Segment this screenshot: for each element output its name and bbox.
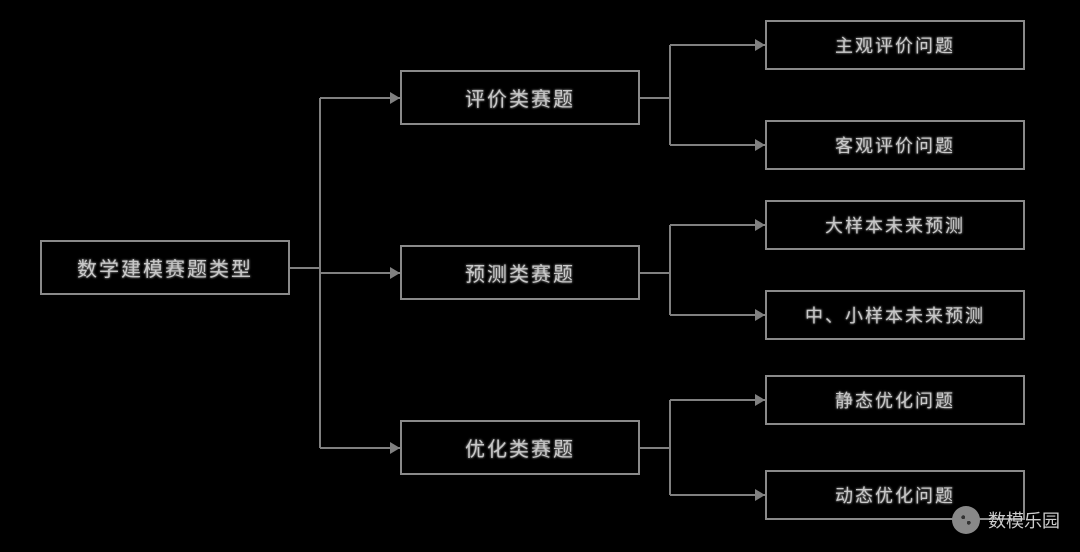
mid-label: 优化类赛题 (465, 433, 575, 462)
mid-label: 评价类赛题 (465, 83, 575, 112)
root-label: 数学建模赛题类型 (77, 253, 253, 282)
watermark: 数模乐园 (952, 506, 1060, 534)
leaf-node: 静态优化问题 (765, 375, 1025, 425)
leaf-label: 静态优化问题 (835, 387, 955, 413)
leaf-label: 客观评价问题 (835, 132, 955, 158)
mid-node-optimization: 优化类赛题 (400, 420, 640, 475)
leaf-label: 中、小样本未来预测 (805, 302, 985, 328)
watermark-text: 数模乐园 (988, 507, 1060, 533)
leaf-label: 动态优化问题 (835, 482, 955, 508)
leaf-label: 主观评价问题 (835, 32, 955, 58)
mid-node-evaluation: 评价类赛题 (400, 70, 640, 125)
leaf-label: 大样本未来预测 (825, 212, 965, 238)
leaf-node: 客观评价问题 (765, 120, 1025, 170)
root-node: 数学建模赛题类型 (40, 240, 290, 295)
mid-node-prediction: 预测类赛题 (400, 245, 640, 300)
leaf-node: 主观评价问题 (765, 20, 1025, 70)
leaf-node: 中、小样本未来预测 (765, 290, 1025, 340)
wechat-icon (952, 506, 980, 534)
mid-label: 预测类赛题 (465, 258, 575, 287)
leaf-node: 大样本未来预测 (765, 200, 1025, 250)
